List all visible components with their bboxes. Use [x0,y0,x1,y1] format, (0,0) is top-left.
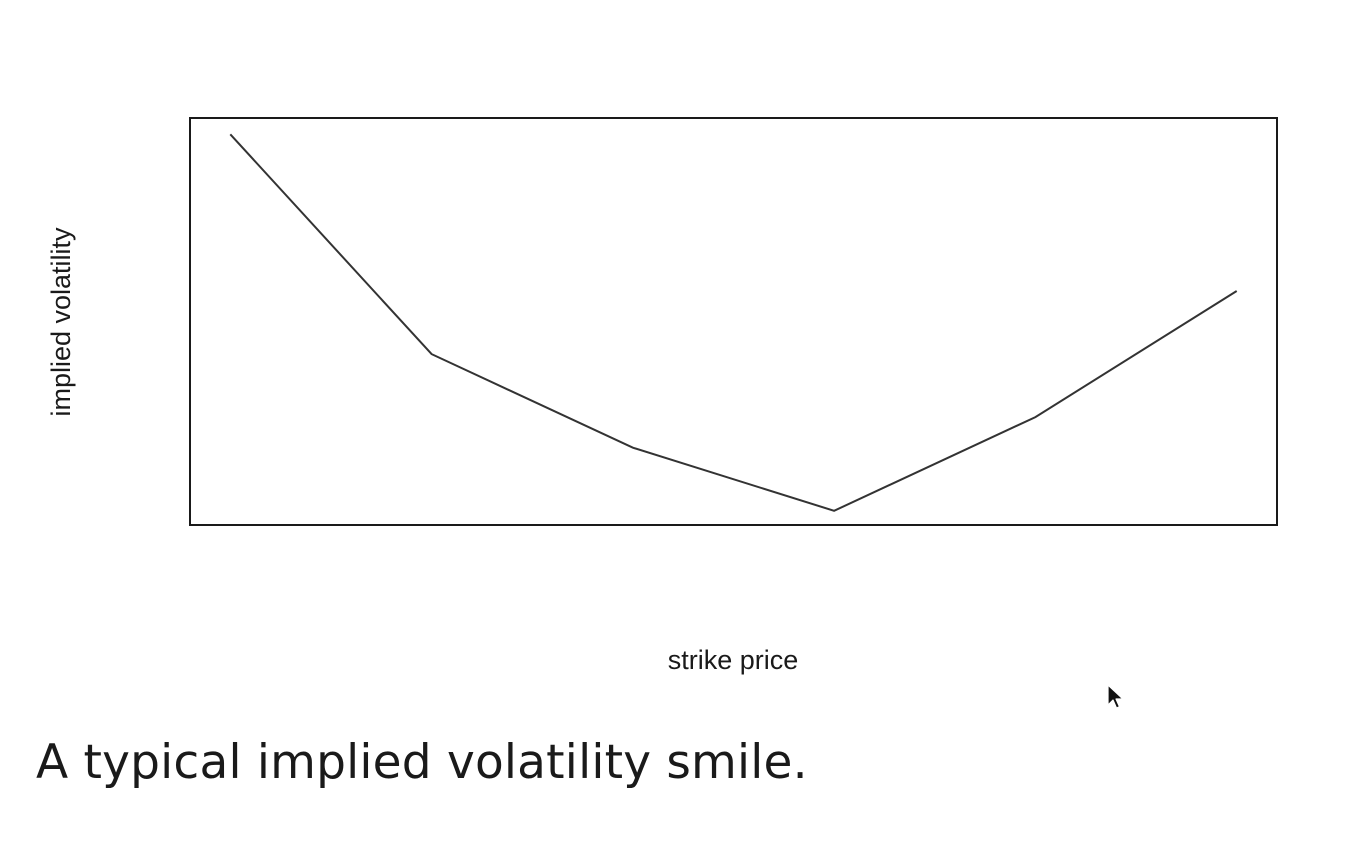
volatility-smile-chart: strike price implied volatility [46,117,1278,675]
plot-frame [189,117,1278,526]
series-layer [229,133,1238,512]
slide-caption: A typical implied volatility smile. [36,735,808,790]
y-axis-label: implied volatility [46,227,76,417]
mouse-pointer-icon [1107,684,1124,709]
x-axis-label: strike price [668,645,799,675]
smile-series-line [229,133,1238,512]
